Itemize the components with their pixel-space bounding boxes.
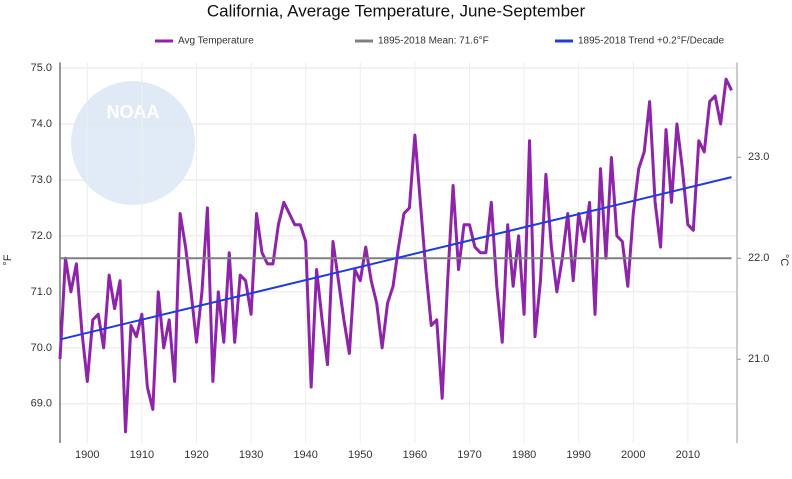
y-tick-label: 73.0 [31, 174, 52, 186]
y-tick-label: 75.0 [31, 62, 52, 74]
y-tick-label: 74.0 [31, 118, 52, 130]
x-tick-label: 1920 [184, 449, 208, 461]
x-tick-label: 1900 [75, 449, 99, 461]
x-tick-label: 1980 [512, 449, 536, 461]
legend-item: Avg Temperature [155, 36, 254, 47]
legend-item: 1895-2018 Mean: 71.6°F [355, 36, 489, 47]
y2-tick-label: 21.0 [748, 353, 769, 365]
x-tick-label: 1960 [403, 449, 427, 461]
y-tick-label: 72.0 [31, 230, 52, 242]
x-tick-label: 1970 [457, 449, 481, 461]
y-tick-label: 69.0 [31, 398, 52, 410]
legend-label: 1895-2018 Mean: 71.6°F [378, 36, 489, 47]
logo-text: NOAA [107, 102, 160, 122]
legend-label: Avg Temperature [178, 36, 254, 47]
x-tick-label: 1910 [130, 449, 154, 461]
x-tick-label: 1940 [293, 449, 317, 461]
x-tick-label: 2010 [676, 449, 700, 461]
legend-label: 1895-2018 Trend +0.2°F/Decade [578, 36, 724, 47]
y2-tick-label: 23.0 [748, 151, 769, 163]
x-tick-label: 1990 [566, 449, 590, 461]
logo-circle [71, 81, 195, 205]
legend-item: 1895-2018 Trend +0.2°F/Decade [555, 36, 724, 47]
y-tick-label: 70.0 [31, 342, 52, 354]
y2-tick-label: 22.0 [748, 252, 769, 264]
y-tick-label: 71.0 [31, 286, 52, 298]
y2-axis-label: °C [778, 254, 790, 266]
x-tick-label: 1930 [239, 449, 263, 461]
series-line [58, 77, 733, 434]
y-axis-label: °F [2, 254, 14, 265]
watermark-logo: NOAA [71, 81, 195, 205]
x-tick-label: 1950 [348, 449, 372, 461]
x-tick-label: 2000 [621, 449, 645, 461]
series-line [59, 176, 732, 341]
chart-title: California, Average Temperature, June-Se… [207, 1, 586, 20]
